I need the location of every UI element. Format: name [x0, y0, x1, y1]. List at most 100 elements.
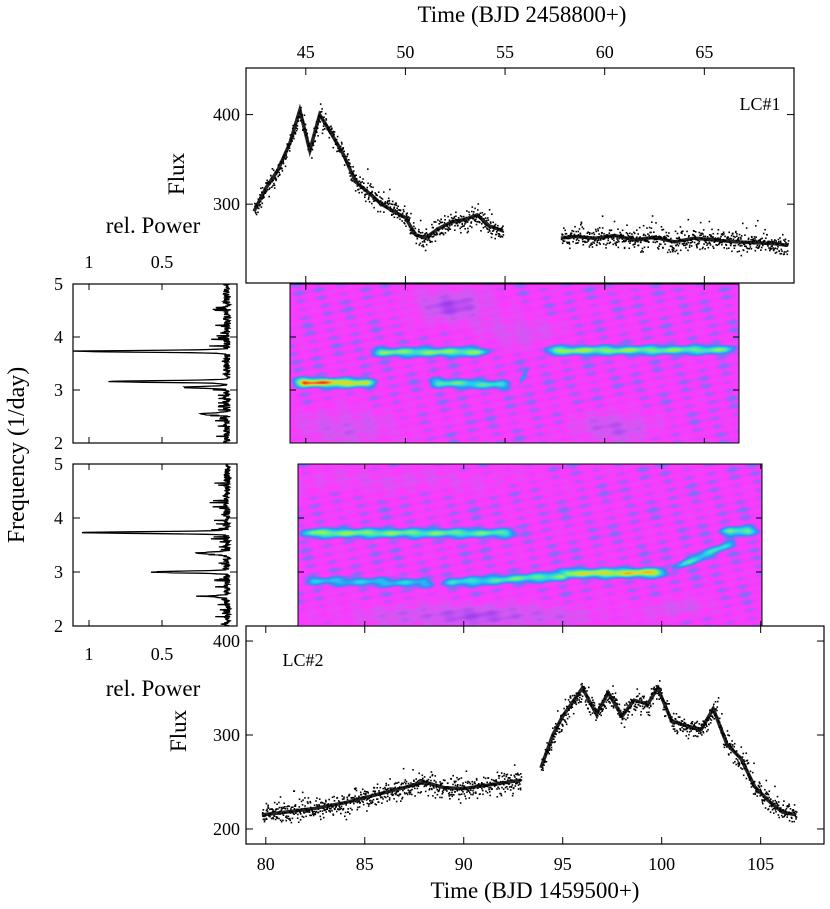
lc1-point [593, 242, 596, 244]
lc1-point [440, 231, 443, 234]
lc2-point [388, 799, 391, 801]
lc1-point [598, 226, 601, 229]
lc2-point [267, 804, 269, 807]
lc2-point [404, 792, 406, 795]
lc1-point [332, 130, 335, 133]
lc1-point [388, 199, 391, 202]
lc2-point [284, 808, 287, 810]
lc1-point [592, 231, 595, 234]
lc1-point [775, 251, 778, 254]
lc2-point [520, 779, 523, 781]
lc2-point [271, 808, 273, 810]
lc2-point [673, 728, 676, 730]
lc1-point [716, 244, 719, 247]
lc1-point [442, 232, 444, 235]
lc2-point [423, 776, 426, 778]
lc1-point [671, 245, 673, 248]
lc1-point [492, 221, 494, 224]
lc1-point [613, 239, 615, 242]
lc1-point [369, 184, 371, 187]
lc1-point [708, 234, 711, 236]
lc2-point [295, 812, 297, 815]
lc2-point [313, 804, 316, 806]
lc1-point [677, 252, 679, 255]
lc2-point [668, 703, 670, 705]
lc2-point [397, 795, 400, 797]
lc2-point [625, 702, 628, 705]
lc2-point [431, 788, 433, 791]
lc2-point [300, 800, 303, 803]
lc1-point [441, 221, 443, 224]
lc2-point [698, 723, 701, 725]
lc1-point [783, 239, 785, 241]
lc2-point [598, 713, 601, 715]
lc1-point [491, 213, 493, 215]
lc2-point [285, 815, 288, 817]
lc2-point [405, 780, 408, 783]
lc1-point [481, 223, 483, 225]
lc1-point [763, 240, 766, 242]
lc2-point [783, 800, 785, 802]
lc2-point [386, 800, 388, 802]
lc1-point [296, 125, 299, 127]
power2-curve [81, 464, 233, 626]
lc1-point [651, 215, 654, 217]
power2-ytick-label: 4 [54, 508, 63, 528]
lc2-point [564, 698, 567, 701]
lc2-point [584, 701, 587, 703]
lc2-point [738, 763, 741, 765]
lc1-point [479, 212, 482, 214]
lc1-point [372, 200, 375, 202]
lc1-point [640, 241, 642, 244]
lc1-point [464, 220, 467, 223]
lc1-point [601, 227, 604, 229]
lc2-point [359, 791, 362, 794]
lc2-point [376, 798, 379, 800]
lc1-point [439, 232, 442, 235]
lc2-point [277, 808, 279, 810]
lc2-point [363, 790, 366, 792]
lc2-point [611, 693, 614, 695]
power1-frame [72, 283, 238, 444]
lc2-point [605, 707, 607, 709]
lc1-point [698, 242, 700, 245]
lc2-point [474, 791, 477, 793]
lc2-point [737, 761, 740, 763]
lc2-point [676, 731, 679, 733]
lc2-point [651, 692, 654, 694]
lc1-point [770, 248, 773, 250]
lc1-point [732, 235, 735, 238]
lc2-point [519, 783, 521, 785]
wavelet1-heatmap [290, 284, 739, 443]
lc1-point [663, 241, 665, 243]
lc1-point [391, 214, 393, 216]
power1-xtick-label: 1 [85, 252, 94, 272]
lc1-point [281, 170, 284, 172]
lc1-point [755, 236, 757, 238]
lc1-point [288, 150, 291, 152]
lc1-point [317, 135, 319, 137]
lc2-xtick-label: 95 [554, 854, 572, 874]
lc1-trend-1 [560, 233, 789, 248]
lc2-point [682, 730, 684, 733]
lc2-point [438, 789, 440, 792]
lc2-point [674, 718, 677, 720]
lc1-point [582, 244, 585, 246]
lc2-point [700, 723, 703, 726]
lc1-point [465, 221, 467, 224]
lc1-trend-0 [252, 103, 504, 241]
lc1-point [637, 240, 639, 243]
lc2-point [270, 808, 272, 810]
lc2-point [629, 707, 632, 709]
lc2-point [641, 695, 644, 698]
lc1-point [711, 228, 713, 231]
lc1-point [472, 217, 475, 220]
lc1-point [665, 237, 667, 239]
lc2-point [271, 810, 274, 813]
lc1-point [373, 206, 375, 209]
lc1-point [322, 129, 324, 131]
lc1-point [450, 217, 453, 219]
lc2-point [753, 780, 756, 783]
lc2-point [465, 770, 468, 772]
lc2-point [473, 781, 476, 783]
